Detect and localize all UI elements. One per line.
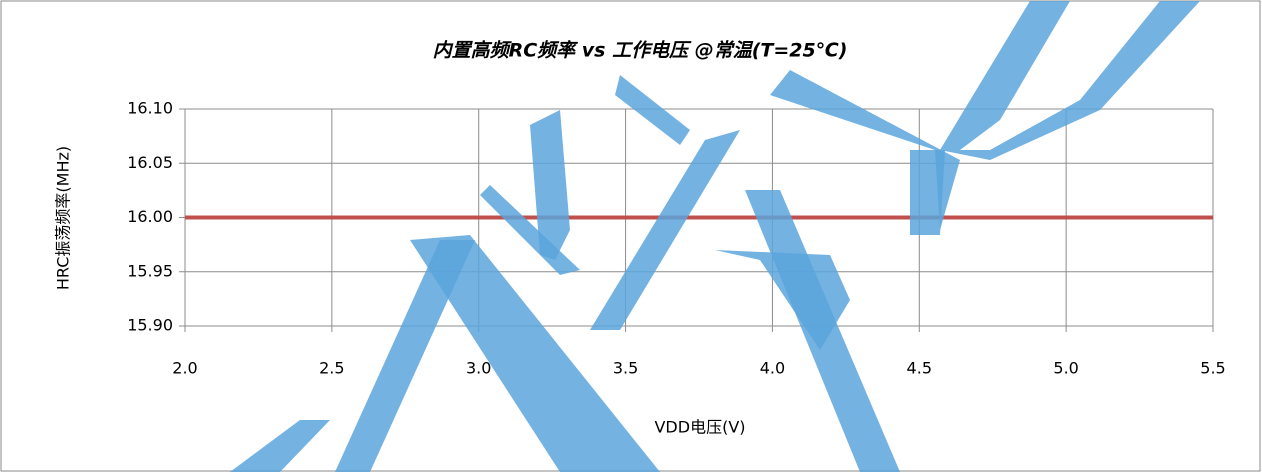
watermark-stroke: [715, 250, 850, 350]
watermark-stroke: [530, 110, 570, 260]
y-tick-label: 15.95: [127, 261, 173, 280]
watermark-stroke: [910, 150, 945, 235]
watermark-stroke: [335, 240, 475, 472]
x-tick-label: 4.0: [760, 359, 785, 378]
watermark-stroke: [615, 75, 690, 145]
watermark-stroke: [480, 185, 580, 275]
watermark-stroke: [590, 130, 740, 330]
watermark-stroke: [940, 1, 1200, 160]
y-tick-label: 16.05: [127, 153, 173, 172]
y-tick-label: 16.00: [127, 207, 173, 226]
y-tick-label: 16.10: [127, 99, 173, 118]
x-tick-label: 3.0: [466, 359, 491, 378]
x-tick-label: 2.5: [319, 359, 344, 378]
x-tick-label: 5.5: [1200, 359, 1225, 378]
watermark: [230, 1, 1200, 472]
x-axis-title: VDD电压(V): [654, 418, 745, 437]
y-tick-label: 15.90: [127, 316, 173, 335]
watermark-stroke: [230, 420, 330, 472]
x-tick-label: 5.0: [1053, 359, 1078, 378]
x-tick-label: 3.5: [613, 359, 638, 378]
x-tick-label: 2.0: [172, 359, 197, 378]
chart-title: 内置高频RC频率 vs 工作电压 @常温(T=25℃): [433, 40, 848, 62]
y-axis-title: HRC振荡频率(MHz): [54, 146, 73, 290]
watermark-stroke: [770, 70, 960, 230]
watermark-stroke: [410, 235, 660, 472]
x-tick-label: 4.5: [907, 359, 932, 378]
